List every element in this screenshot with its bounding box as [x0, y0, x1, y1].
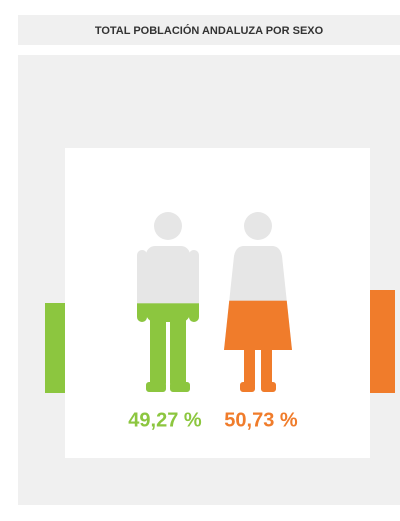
side-bar	[45, 303, 65, 393]
value-label: 50,73 %	[224, 409, 298, 431]
side-bar	[370, 290, 395, 393]
card	[65, 148, 370, 458]
value-label: 49,27 %	[128, 409, 202, 431]
title-bar	[18, 15, 400, 45]
chart-title: TOTAL POBLACIÓN ANDALUZA POR SEXO	[95, 24, 324, 37]
